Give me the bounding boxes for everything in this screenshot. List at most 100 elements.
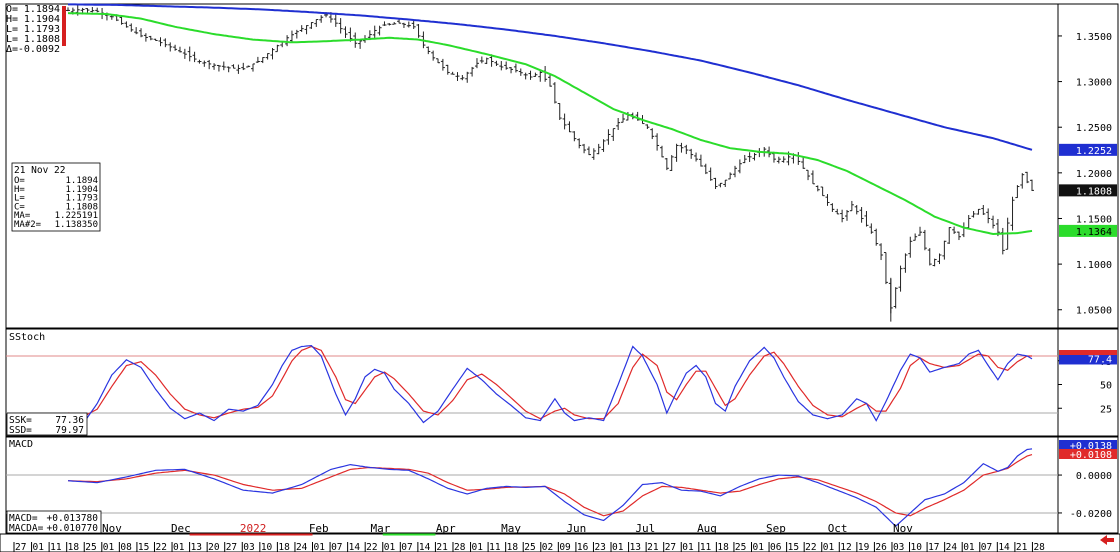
day-label: 21	[647, 542, 659, 552]
day-label: 08	[120, 542, 132, 552]
month-label: Sep	[766, 522, 786, 535]
day-label: 02	[542, 542, 553, 552]
day-label: 01	[752, 542, 764, 552]
first-bar-marker	[62, 6, 66, 46]
day-label: 13	[630, 542, 641, 552]
sstoch-readout-value: 77.36	[55, 415, 84, 426]
info-box-key: MA=	[14, 211, 31, 221]
price-tick-label: 1.2000	[1076, 169, 1112, 180]
price-tick-label: 1.2500	[1076, 123, 1112, 134]
sstoch-axis-frame	[1057, 328, 1119, 437]
day-label: 27	[665, 542, 676, 552]
day-label: 01	[103, 542, 115, 552]
scroll-arrow-icon[interactable]	[1100, 535, 1114, 545]
month-label: Nov	[893, 522, 913, 535]
month-label: Oct	[828, 522, 848, 535]
day-label: 01	[612, 542, 624, 552]
macd-panel: 0.0000 -0.0200 MACD +0.0138+0.0108 MACD= +0.0…	[5, 436, 1119, 534]
info-box-key: O=	[14, 176, 25, 186]
readout-key: Δ=	[6, 44, 18, 55]
day-label: 01	[682, 542, 694, 552]
day-label: 15	[788, 542, 799, 552]
day-label: 01	[33, 542, 45, 552]
day-label: 27	[226, 542, 237, 552]
day-label: 27	[15, 542, 26, 552]
sstoch-readout-value: 79.97	[55, 425, 84, 436]
sstoch-tick-label: 25	[1100, 404, 1112, 415]
day-label: 26	[875, 542, 887, 552]
info-box-value: 1.1894	[65, 176, 98, 186]
macd-signal-line	[67, 454, 1033, 517]
day-label: 28	[454, 542, 466, 552]
macd-readout-key: MACDA=	[9, 523, 44, 534]
macd-frame	[5, 436, 1059, 534]
day-label: 14	[419, 542, 431, 552]
info-overlays: O= 1.1894 H= 1.1904 L= 1.1793 L= 1.1808 Δ= -0.009…	[6, 4, 101, 232]
price-last-value-badge	[1059, 143, 1117, 156]
info-box-key: L=	[14, 194, 25, 204]
day-label: 14	[998, 542, 1010, 552]
macd-readout-value: +0.010770	[47, 523, 99, 534]
price-tick-label: 1.1500	[1076, 214, 1112, 225]
month-label: Feb	[309, 522, 329, 535]
price-tick-label: 1.3500	[1076, 32, 1112, 43]
info-box-value: 1.1808	[65, 202, 98, 212]
price-last-value-label: 1.1364	[1076, 227, 1112, 238]
price-tick-label: 1.1000	[1076, 260, 1112, 271]
sstoch-d-badge	[1059, 350, 1117, 355]
day-label: 16	[577, 542, 589, 552]
day-label: 18	[278, 542, 290, 552]
day-label: 11	[489, 542, 501, 552]
ma-slow-line	[68, 3, 1033, 151]
macd-readout-key: MACD=	[9, 513, 38, 524]
day-label: 19	[858, 542, 870, 552]
readout-key: L=	[6, 34, 18, 45]
readout-value: 1.1904	[24, 14, 60, 25]
day-label: 01	[472, 542, 484, 552]
month-label: May	[501, 522, 521, 535]
day-label: 07	[981, 542, 992, 552]
month-label: Jun	[566, 522, 586, 535]
month-label: Jul	[635, 522, 655, 535]
macd-line	[67, 448, 1033, 528]
readout-value: 1.1808	[24, 34, 60, 45]
month-label: Dec	[171, 522, 191, 535]
readout-key: H=	[6, 14, 18, 25]
day-label: 20	[208, 542, 220, 552]
day-label: 24	[946, 542, 958, 552]
price-last-value-badge	[1059, 184, 1117, 197]
readout-value: 1.1793	[24, 24, 60, 35]
readout-key: L=	[6, 24, 18, 35]
macd-title: MACD	[9, 439, 33, 450]
sstoch-readout-key: SSD=	[9, 425, 32, 436]
day-label: 21	[436, 542, 448, 552]
sstoch-last-value-badge	[1059, 352, 1117, 365]
sstoch-last-value-label: 77.4	[1088, 354, 1112, 365]
day-label: 23	[594, 542, 605, 552]
day-label: 11	[50, 542, 62, 552]
macd-last-value-label: +0.0138	[1070, 441, 1112, 452]
macd-tick-label: -0.0200	[1070, 509, 1112, 520]
day-label: 10	[261, 542, 273, 552]
month-label: 2022	[240, 522, 267, 535]
date-axis-frame	[0, 533, 1120, 552]
price-tick-label: 1.0500	[1076, 306, 1112, 317]
day-label: 22	[366, 542, 377, 552]
sstoch-k-line	[67, 344, 1033, 426]
price-axis-frame	[1057, 3, 1119, 329]
day-label: 07	[401, 542, 412, 552]
macd-readout-box	[6, 510, 102, 534]
day-label: 18	[68, 542, 80, 552]
macd-last-value-badge	[1059, 449, 1117, 459]
readout-value: -0.0092	[18, 44, 60, 55]
day-label: 11	[700, 542, 712, 552]
day-label: 25	[735, 542, 746, 552]
day-label: 01	[173, 542, 185, 552]
ma-fast-line	[67, 12, 1033, 236]
month-label: Apr	[436, 522, 456, 535]
day-label: 01	[384, 542, 396, 552]
day-label: 17	[928, 542, 939, 552]
info-box-value: 1.225191	[55, 211, 98, 221]
